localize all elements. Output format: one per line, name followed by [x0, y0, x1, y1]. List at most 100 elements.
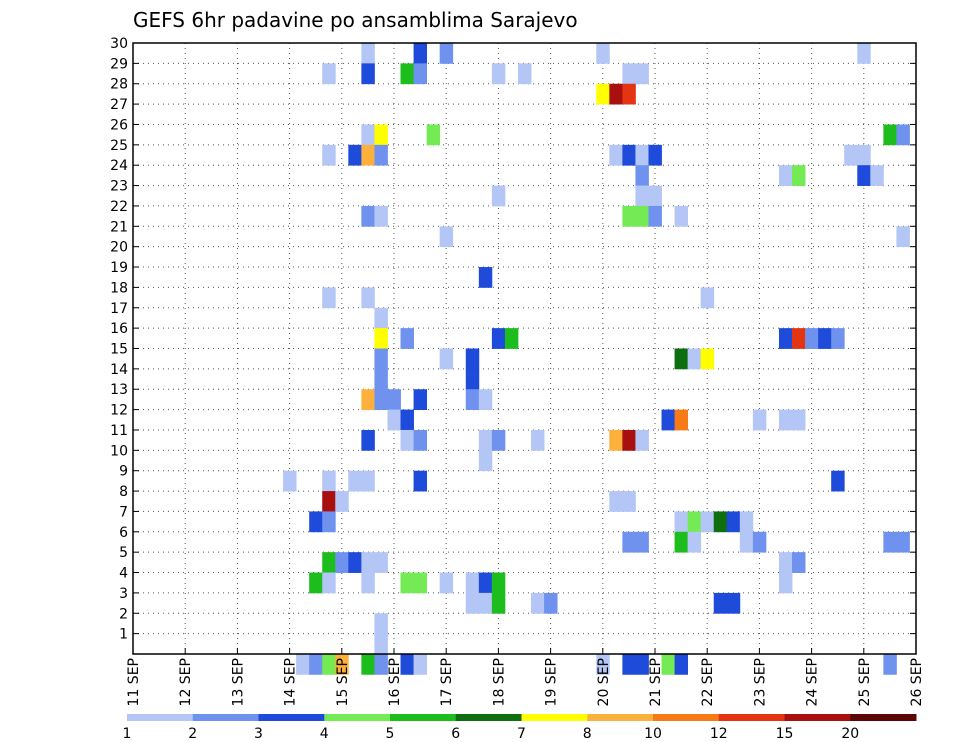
precipitation-cell	[544, 592, 558, 614]
precipitation-cell	[674, 348, 689, 370]
y-tick-label: 24	[110, 158, 128, 174]
y-tick-label: 3	[119, 586, 128, 602]
precipitation-cell	[635, 654, 649, 675]
precipitation-cell	[374, 368, 388, 390]
precipitation-cell	[674, 654, 689, 675]
precipitation-cell	[374, 654, 388, 675]
legend-swatch	[324, 714, 391, 721]
precipitation-cell	[622, 531, 636, 553]
precipitation-cell	[361, 205, 375, 227]
precipitation-cell	[413, 429, 428, 451]
x-tick-label: 13 SEP	[230, 658, 246, 706]
precipitation-cell	[896, 226, 910, 248]
precipitation-cell	[531, 429, 545, 451]
precipitation-cell	[622, 83, 636, 105]
precipitation-cell	[713, 511, 728, 533]
precipitation-cell	[374, 205, 388, 227]
precipitation-cell	[400, 654, 414, 675]
precipitation-cell	[439, 572, 454, 594]
precipitation-cell	[335, 552, 349, 573]
y-tick-label: 17	[110, 301, 128, 317]
precipitation-cells	[283, 43, 910, 675]
precipitation-cell	[374, 613, 388, 635]
precipitation-cell	[700, 348, 715, 370]
precipitation-cell	[491, 63, 506, 85]
precipitation-cell	[648, 144, 662, 166]
legend-swatch	[784, 714, 851, 721]
legend-label: 20	[841, 726, 859, 742]
precipitation-cell	[792, 165, 806, 186]
precipitation-cell	[752, 409, 767, 431]
precipitation-cell	[622, 654, 636, 675]
x-tick-label: 21 SEP	[648, 658, 664, 706]
precipitation-cell	[778, 165, 793, 186]
precipitation-cell	[596, 83, 610, 105]
precipitation-cell	[661, 409, 675, 431]
precipitation-cell	[374, 307, 388, 329]
legend-label: 4	[320, 726, 329, 742]
x-tick-label: 19 SEP	[544, 658, 560, 706]
y-tick-label: 4	[119, 566, 128, 582]
legend-label: 1	[123, 726, 132, 742]
y-tick-label: 1	[119, 627, 128, 643]
precipitation-cell	[361, 389, 375, 410]
precipitation-cell	[439, 43, 454, 64]
precipitation-cell	[374, 124, 388, 146]
precipitation-cell	[361, 572, 375, 594]
y-tick-label: 21	[110, 219, 128, 235]
precipitation-cell	[491, 572, 506, 594]
precipitation-cell	[322, 552, 336, 573]
precipitation-cell	[361, 470, 375, 492]
precipitation-cell	[413, 389, 428, 410]
legend-swatch	[127, 714, 194, 721]
y-tick-label: 15	[110, 342, 128, 358]
x-tick-label: 11 SEP	[126, 658, 142, 706]
precipitation-cell	[413, 654, 428, 675]
legend-swatch	[390, 714, 457, 721]
precipitation-cell	[400, 429, 414, 451]
precipitation-cell	[465, 389, 480, 410]
y-tick-label: 18	[110, 280, 128, 296]
precipitation-cell	[635, 185, 649, 207]
precipitation-cell	[635, 165, 649, 186]
precipitation-cell	[322, 287, 336, 309]
precipitation-cell	[622, 144, 636, 166]
legend-label: 3	[254, 726, 263, 742]
x-tick-label: 22 SEP	[700, 658, 716, 706]
precipitation-cell	[374, 633, 388, 655]
precipitation-cell	[361, 43, 375, 64]
legend-swatch	[653, 714, 720, 721]
x-tick-label: 18 SEP	[491, 658, 507, 706]
precipitation-cell	[831, 470, 845, 492]
y-tick-label: 2	[119, 606, 128, 622]
legend-label: 2	[188, 726, 197, 742]
precipitation-cell	[348, 552, 362, 573]
precipitation-cell	[844, 144, 858, 166]
precipitation-cell	[622, 205, 636, 227]
y-axis-ticks: 1234567891011121314151617181920212223242…	[110, 36, 916, 643]
y-tick-label: 23	[110, 179, 128, 195]
precipitation-cell	[857, 165, 871, 186]
precipitation-cell	[413, 63, 428, 85]
precipitation-cell	[896, 531, 910, 553]
precipitation-cell	[400, 409, 414, 431]
precipitation-cell	[687, 348, 702, 370]
precipitation-cell	[609, 83, 623, 105]
x-tick-label: 15 SEP	[335, 658, 351, 706]
precipitation-cell	[400, 328, 414, 349]
precipitation-cell	[348, 470, 362, 492]
precipitation-cell	[413, 470, 428, 492]
precipitation-cell	[322, 654, 336, 675]
precipitation-cell	[361, 287, 375, 309]
precipitation-cell	[778, 328, 793, 349]
y-tick-label: 19	[110, 260, 128, 276]
precipitation-cell	[596, 654, 610, 675]
precipitation-cell	[309, 572, 323, 594]
precipitation-cell	[700, 511, 715, 533]
precipitation-cell	[687, 511, 702, 533]
precipitation-cell	[335, 491, 349, 512]
precipitation-cell	[792, 552, 806, 573]
y-tick-label: 28	[110, 77, 128, 93]
precipitation-cell	[883, 124, 897, 146]
